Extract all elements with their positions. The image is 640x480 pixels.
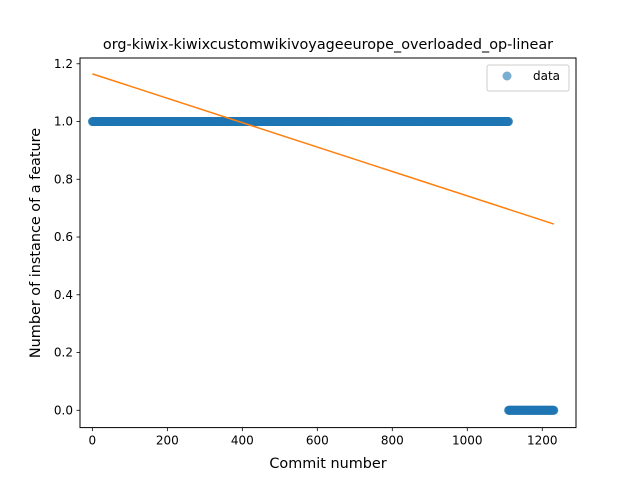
legend-label-data: data — [533, 69, 560, 83]
y-tick-label: 0.0 — [54, 403, 73, 417]
data-point — [504, 117, 514, 127]
y-tick-label: 0.2 — [54, 346, 73, 360]
series-data — [87, 117, 559, 415]
legend-marker-data — [502, 71, 512, 81]
x-tick-label: 200 — [156, 434, 179, 448]
series-linear-line — [92, 73, 555, 225]
y-axis: 0.0 0.2 0.4 0.6 0.8 1.0 1.2 — [54, 57, 80, 417]
y-tick-label: 0.8 — [54, 172, 73, 186]
x-tick-label: 600 — [306, 434, 329, 448]
x-tick-label: 800 — [381, 434, 404, 448]
y-tick-label: 1.2 — [54, 57, 73, 71]
x-tick-label: 1200 — [527, 434, 558, 448]
y-axis-label: Number of instance of a feature — [28, 128, 44, 358]
plot-area — [87, 73, 559, 415]
legend: data — [486, 64, 570, 92]
axes-frame — [79, 57, 577, 429]
chart-title: org-kiwix-kiwixcustomwikivoyageeurope_ov… — [103, 37, 553, 53]
legend-box — [486, 64, 570, 92]
x-axis: 0 200 400 600 800 1000 1200 — [89, 427, 558, 448]
y-tick-label: 0.4 — [54, 288, 73, 302]
data-point — [549, 405, 559, 415]
x-tick-label: 1000 — [452, 434, 483, 448]
x-tick-label: 0 — [89, 434, 97, 448]
x-tick-label: 400 — [231, 434, 254, 448]
y-tick-label: 1.0 — [54, 115, 73, 129]
x-axis-label: Commit number — [269, 456, 386, 472]
y-tick-label: 0.6 — [54, 230, 73, 244]
